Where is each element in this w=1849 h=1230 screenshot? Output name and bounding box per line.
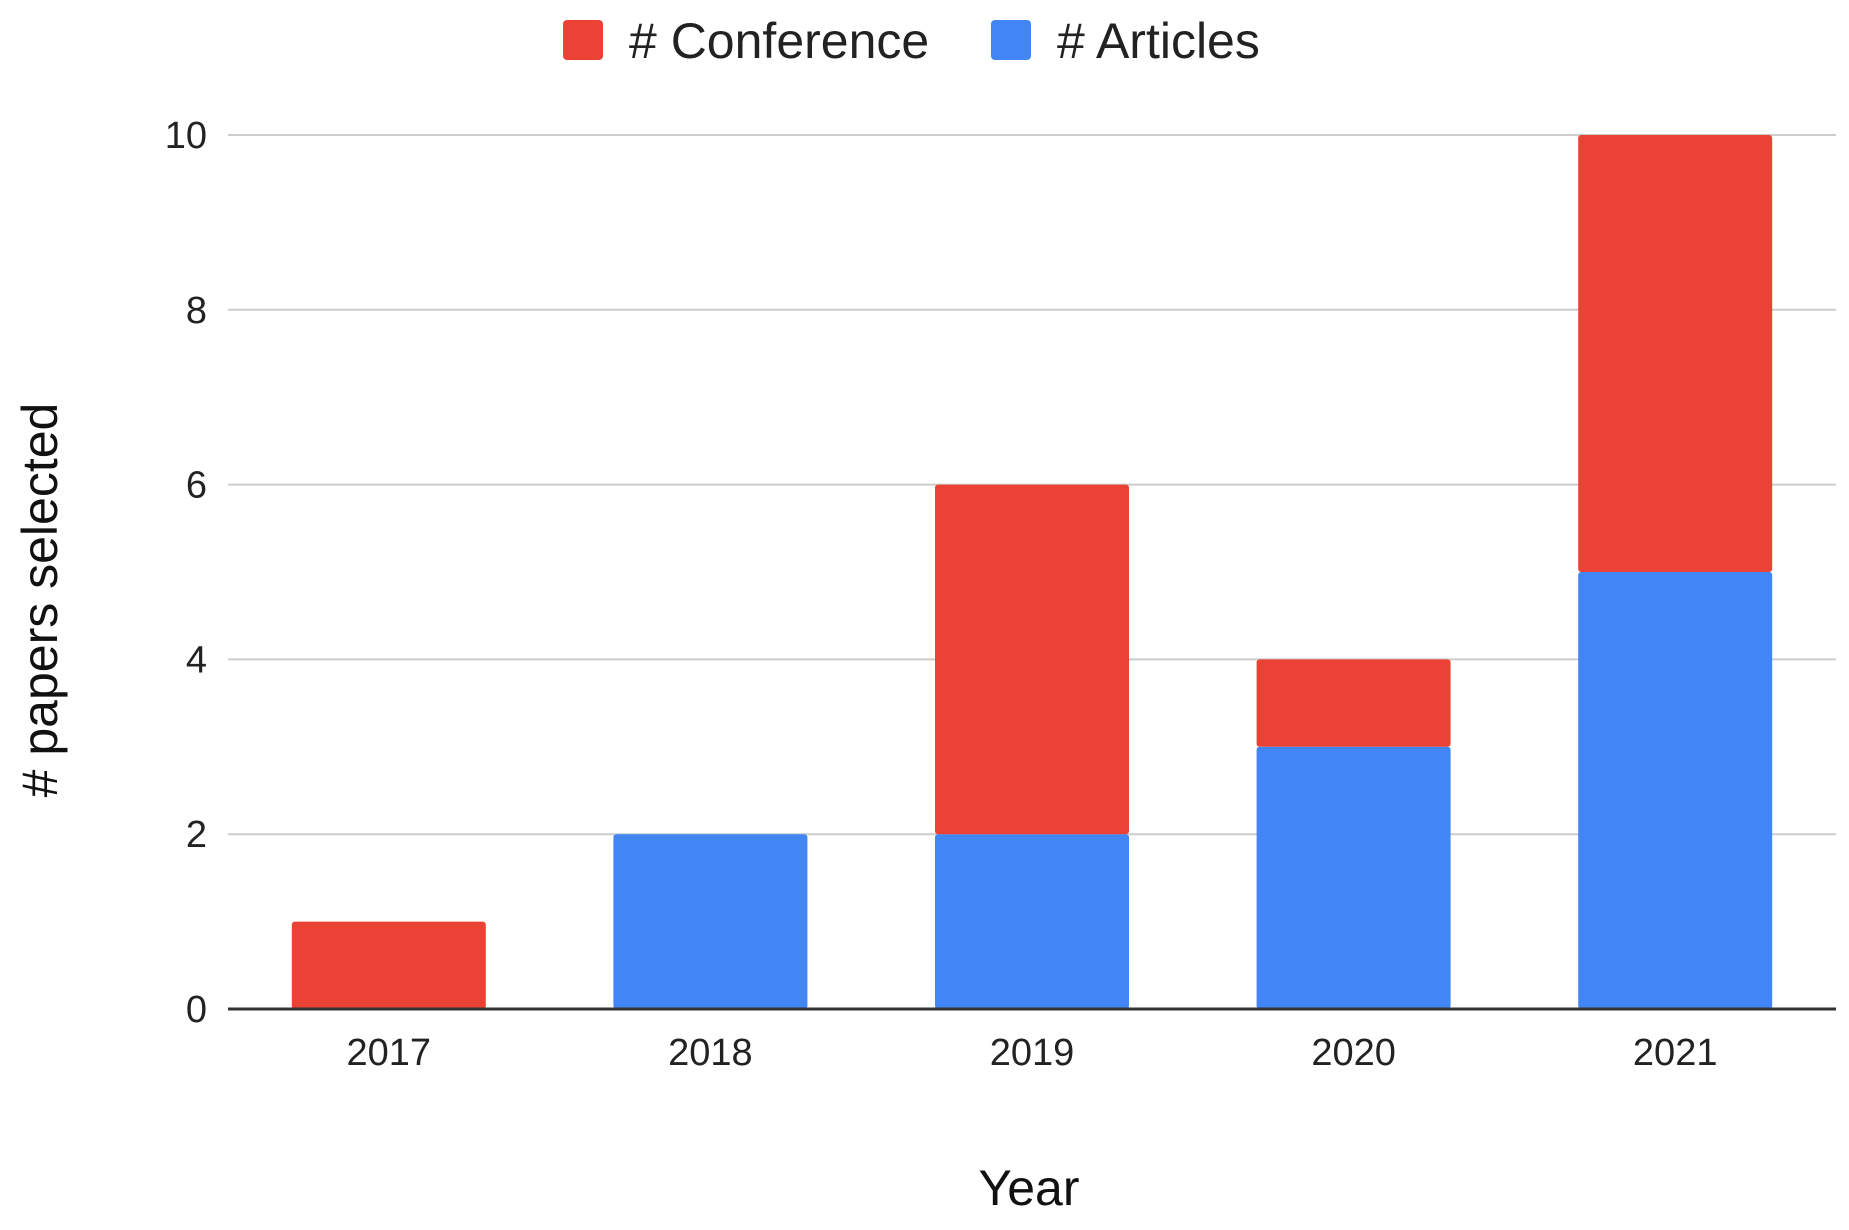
bar-2021-conference xyxy=(1578,135,1773,572)
x-tick-label: 2021 xyxy=(1633,1032,1718,1074)
y-tick-label: 10 xyxy=(165,115,207,157)
y-tick-label: 8 xyxy=(186,290,207,332)
legend: # Conference # Articles xyxy=(563,13,1260,69)
legend-swatch xyxy=(563,20,603,60)
legend-swatch xyxy=(991,20,1031,60)
x-tick-label: 2019 xyxy=(990,1032,1075,1074)
y-tick-label: 2 xyxy=(186,814,207,856)
bar-2021-articles xyxy=(1578,572,1773,1009)
bar-2017-conference xyxy=(291,921,486,1009)
bar-2020-conference xyxy=(1256,659,1451,747)
x-tick-label: 2018 xyxy=(668,1032,753,1074)
x-tick-label: 2020 xyxy=(1311,1032,1396,1074)
bar-2020-articles xyxy=(1256,746,1451,1009)
legend-label: # Articles xyxy=(1057,13,1260,69)
y-tick-label: 0 xyxy=(186,989,207,1031)
x-tick-label: 2017 xyxy=(347,1032,432,1074)
x-axis-title: Year xyxy=(978,1160,1079,1216)
bar-2019-conference xyxy=(935,484,1129,835)
y-tick-label: 6 xyxy=(186,465,207,507)
x-tick-labels: 2017 2018 2019 2020 2021 xyxy=(347,1032,1718,1074)
bar-2018-articles xyxy=(613,834,808,1009)
legend-label: # Conference xyxy=(629,13,929,69)
y-tick-labels: 0 2 4 6 8 10 xyxy=(165,115,207,1031)
y-axis-title: # papers selected xyxy=(12,403,68,798)
bars xyxy=(291,135,1773,1009)
bar-2019-articles xyxy=(935,834,1129,1009)
y-tick-label: 4 xyxy=(186,639,207,681)
